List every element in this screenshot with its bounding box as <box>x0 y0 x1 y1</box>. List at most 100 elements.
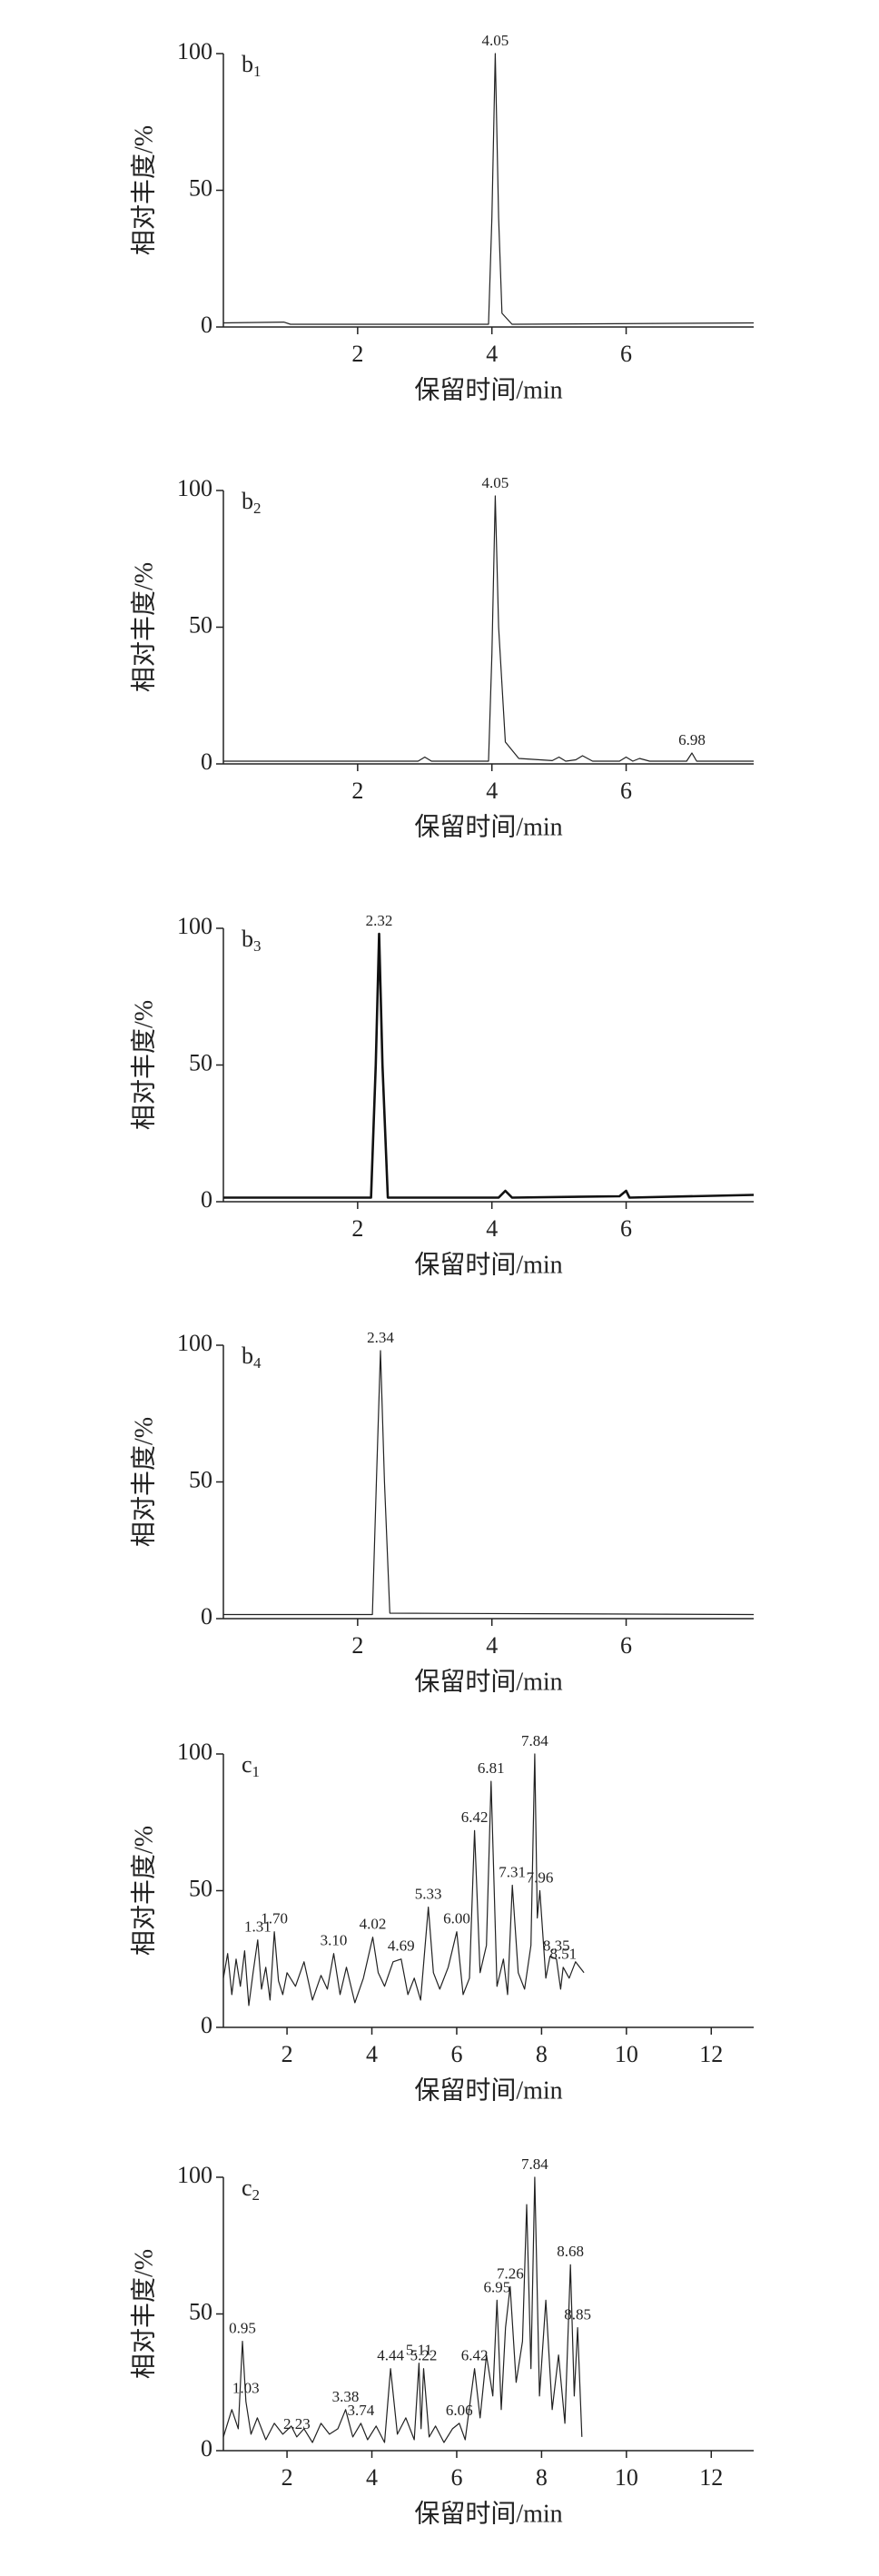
trace <box>223 495 754 762</box>
y-tick-label: 50 <box>189 1875 212 1901</box>
panel-label: b3 <box>242 926 262 955</box>
peak-label: 4.69 <box>388 1937 415 1955</box>
x-tick-label: 4 <box>486 1632 498 1659</box>
x-axis-title: 保留时间/min <box>414 375 562 404</box>
peak-label: 8.68 <box>557 2243 584 2260</box>
y-tick-label: 100 <box>177 38 212 64</box>
y-tick-label: 0 <box>201 2435 212 2462</box>
x-axis-title: 保留时间/min <box>414 2076 562 2105</box>
peak-label: 5.11 <box>406 2342 432 2359</box>
peak-label: 5.22 <box>410 2347 438 2364</box>
panel-label: b1 <box>242 51 262 80</box>
panel-index: 2 <box>253 500 262 517</box>
x-tick-label: 8 <box>536 2041 548 2067</box>
panel-label: c2 <box>242 2175 260 2204</box>
panel-letter: b <box>242 1342 253 1369</box>
peak-label: 6.42 <box>461 2347 489 2364</box>
trace <box>223 932 755 1199</box>
y-tick-label: 50 <box>189 2298 212 2324</box>
x-tick-label: 6 <box>620 1215 632 1242</box>
y-tick-label: 50 <box>189 174 212 201</box>
y-tick-label: 0 <box>201 748 212 775</box>
y-tick-label: 0 <box>201 312 212 338</box>
peak-label: 1.31 <box>244 1918 272 1936</box>
trace <box>222 2176 583 2443</box>
panel-label: b4 <box>242 1342 262 1372</box>
peak-label: 3.10 <box>321 1932 348 1949</box>
x-tick-label: 4 <box>486 1215 498 1242</box>
peak-label: 4.44 <box>377 2347 404 2364</box>
peak-label: 0.95 <box>229 2320 256 2337</box>
y-tick-label: 100 <box>177 475 212 501</box>
y-axis-title: 相对丰度/% <box>129 125 158 255</box>
y-axis-title: 相对丰度/% <box>129 1000 158 1130</box>
y-axis-title: 相对丰度/% <box>129 1417 158 1547</box>
peak-label: 3.38 <box>332 2388 360 2405</box>
peak-label: 2.32 <box>366 912 393 929</box>
panel-letter: c <box>242 1751 252 1778</box>
peak-label: 5.33 <box>415 1885 442 1902</box>
panel-letter: b <box>242 926 253 952</box>
y-tick-label: 50 <box>189 611 212 638</box>
peak-label: 6.98 <box>678 731 706 748</box>
x-tick-label: 6 <box>620 1632 632 1659</box>
y-tick-label: 50 <box>189 1466 212 1492</box>
y-tick-label: 50 <box>189 1049 212 1075</box>
x-axis-title: 保留时间/min <box>414 1250 562 1279</box>
y-tick-label: 0 <box>201 2012 212 2038</box>
panel-index: 1 <box>252 1763 261 1780</box>
y-axis-title: 相对丰度/% <box>129 2249 158 2379</box>
y-tick-label: 100 <box>177 1739 212 1765</box>
y-tick-label: 0 <box>201 1603 212 1630</box>
panel-index: 3 <box>253 937 262 955</box>
peak-label: 4.05 <box>482 32 509 49</box>
peak-label: 4.05 <box>482 474 509 491</box>
x-tick-label: 4 <box>366 2464 378 2491</box>
y-tick-label: 100 <box>177 2162 212 2188</box>
x-tick-label: 2 <box>281 2041 293 2067</box>
peak-label: 1.03 <box>232 2380 260 2397</box>
peak-label: 6.00 <box>443 1910 470 1927</box>
x-tick-label: 6 <box>620 341 632 367</box>
panel-letter: b <box>242 51 253 77</box>
x-tick-label: 6 <box>450 2041 462 2067</box>
peak-label: 7.26 <box>497 2264 524 2282</box>
peak-label: 6.42 <box>461 1808 489 1826</box>
panel-letter: b <box>242 488 253 514</box>
peak-label: 8.51 <box>549 1946 577 1963</box>
peak-label: 7.84 <box>521 2155 548 2173</box>
peak-label: 6.81 <box>478 1759 505 1777</box>
peak-label: 7.31 <box>499 1863 526 1880</box>
x-tick-label: 8 <box>536 2464 548 2491</box>
y-tick-label: 100 <box>177 913 212 939</box>
x-tick-label: 6 <box>450 2464 462 2491</box>
panel-index: 2 <box>252 2186 261 2204</box>
peak-label: 2.23 <box>283 2415 311 2432</box>
x-tick-label: 10 <box>615 2041 638 2067</box>
x-tick-label: 2 <box>351 778 363 804</box>
peak-label: 2.34 <box>367 1329 394 1346</box>
trace <box>223 1350 755 1616</box>
peak-label: 1.70 <box>261 1910 288 1927</box>
panel-index: 4 <box>253 1354 262 1372</box>
peak-label: 7.84 <box>521 1732 548 1749</box>
x-tick-label: 2 <box>351 1215 363 1242</box>
peak-label: 6.95 <box>483 2278 510 2295</box>
peak-label: 6.06 <box>446 2402 473 2419</box>
panel-index: 1 <box>253 63 262 80</box>
peak-label: 3.74 <box>347 2402 374 2419</box>
x-tick-label: 2 <box>351 341 363 367</box>
panel-label: b2 <box>242 488 262 517</box>
x-tick-label: 4 <box>486 778 498 804</box>
x-tick-label: 6 <box>620 778 632 804</box>
x-tick-label: 12 <box>699 2464 723 2491</box>
peak-label: 4.02 <box>360 1916 387 1933</box>
y-axis-title: 相对丰度/% <box>129 1826 158 1956</box>
panel-label: c1 <box>242 1751 260 1780</box>
x-tick-label: 4 <box>486 341 498 367</box>
x-axis-title: 保留时间/min <box>414 2499 562 2528</box>
x-tick-label: 2 <box>351 1632 363 1659</box>
x-tick-label: 12 <box>699 2041 723 2067</box>
trace <box>222 53 755 325</box>
x-tick-label: 2 <box>281 2464 293 2491</box>
